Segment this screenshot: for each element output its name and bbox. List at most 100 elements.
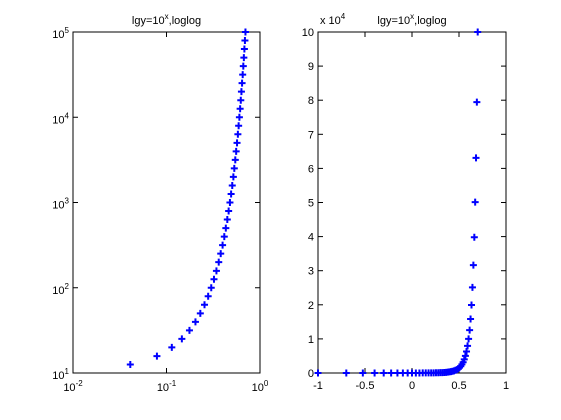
y-multiplier-base: x 10	[320, 15, 341, 27]
y-tick-label: 2	[308, 300, 314, 312]
y-tick-label: 9	[308, 61, 314, 73]
y-tick-label: 8	[308, 95, 314, 107]
marker	[467, 315, 475, 323]
y-tick-label: 101	[52, 367, 69, 382]
chart-title: lgy=10x,loglog	[132, 12, 201, 27]
marker	[231, 156, 239, 164]
marker	[380, 369, 388, 377]
marker	[228, 181, 236, 189]
marker	[215, 258, 223, 266]
y-tick-label-sup: 3	[65, 197, 70, 206]
chart-title: lgy=10x,loglog	[377, 12, 446, 27]
marker	[238, 79, 246, 87]
marker	[153, 352, 161, 360]
marker	[240, 54, 248, 62]
marker	[461, 352, 469, 360]
title-part: lgy=10	[132, 15, 165, 27]
x-tick-label: 0	[409, 380, 415, 392]
marker	[474, 28, 482, 36]
marker	[219, 241, 227, 249]
marker	[196, 309, 204, 317]
marker	[241, 28, 249, 36]
title-sup: x	[165, 12, 169, 21]
marker	[212, 267, 220, 275]
y-tick-label-base: 10	[52, 370, 64, 382]
marker	[359, 369, 367, 377]
marker	[463, 347, 471, 355]
marker	[239, 71, 247, 79]
marker	[237, 88, 245, 96]
x-tick-label: 1	[503, 380, 509, 392]
y-tick-label: 10	[302, 27, 314, 39]
marker	[227, 190, 235, 198]
marker	[236, 105, 244, 113]
x-tick-label-sup: 0	[264, 379, 269, 388]
marker	[239, 62, 247, 70]
marker	[210, 275, 218, 283]
y-tick-label-base: 10	[52, 29, 64, 41]
x-tick-label: -1	[313, 380, 323, 392]
marker	[204, 292, 212, 300]
x-tick-label-sup: -2	[76, 379, 84, 388]
x-tick-label: 100	[252, 379, 269, 394]
x-tick-label-sup: -1	[169, 379, 177, 388]
marker	[225, 207, 233, 215]
marker	[201, 301, 209, 309]
y-tick-label: 7	[308, 129, 314, 141]
marker	[220, 233, 228, 241]
marker	[235, 113, 243, 121]
marker	[468, 301, 476, 309]
marker	[468, 283, 476, 291]
marker	[471, 198, 479, 206]
y-tick-label: 4	[308, 232, 314, 244]
marker	[222, 224, 230, 232]
y-tick-label: 0	[308, 368, 314, 380]
x-tick-label-base: 10	[63, 382, 75, 394]
y-tick-label-base: 10	[52, 285, 64, 297]
y-tick-label: 105	[52, 26, 69, 41]
x-tick-label: 0.5	[451, 380, 466, 392]
marker	[314, 369, 322, 377]
y-tick-label: 6	[308, 163, 314, 175]
x-tick-label: 10-1	[157, 379, 177, 394]
title-part: lgy=10	[377, 15, 410, 27]
marker	[342, 369, 350, 377]
y-tick-label: 1	[308, 334, 314, 346]
marker	[470, 233, 478, 241]
marker	[207, 284, 215, 292]
marker	[234, 130, 242, 138]
y-tick-label-sup: 4	[65, 111, 70, 120]
marker	[217, 250, 225, 258]
y-tick-label: 3	[308, 266, 314, 278]
y-tick-label-sup: 5	[65, 26, 70, 35]
marker	[191, 318, 199, 326]
marker	[460, 355, 468, 363]
marker	[223, 216, 231, 224]
title-part: ,loglog	[414, 15, 446, 27]
marker	[466, 326, 474, 334]
y-tick-label: 5	[308, 198, 314, 210]
title-part: ,loglog	[169, 15, 201, 27]
y-tick-label: 103	[52, 197, 69, 212]
marker	[371, 369, 379, 377]
marker	[230, 164, 238, 172]
x-tick-label-base: 10	[157, 382, 169, 394]
y-tick-label: 104	[52, 111, 69, 126]
y-tick-label-sup: 2	[65, 282, 70, 291]
x-tick-label-base: 10	[252, 382, 264, 394]
marker	[232, 147, 240, 155]
marker	[237, 96, 245, 104]
marker	[226, 199, 234, 206]
y-multiplier: x 104	[320, 12, 346, 27]
marker	[387, 369, 395, 377]
marker	[473, 98, 481, 106]
marker	[235, 122, 243, 130]
y-multiplier-sup: 4	[341, 12, 346, 21]
marker	[185, 326, 193, 334]
marker	[126, 360, 134, 368]
marker	[464, 342, 472, 350]
marker	[465, 335, 473, 343]
marker	[168, 343, 176, 351]
marker	[229, 173, 237, 181]
